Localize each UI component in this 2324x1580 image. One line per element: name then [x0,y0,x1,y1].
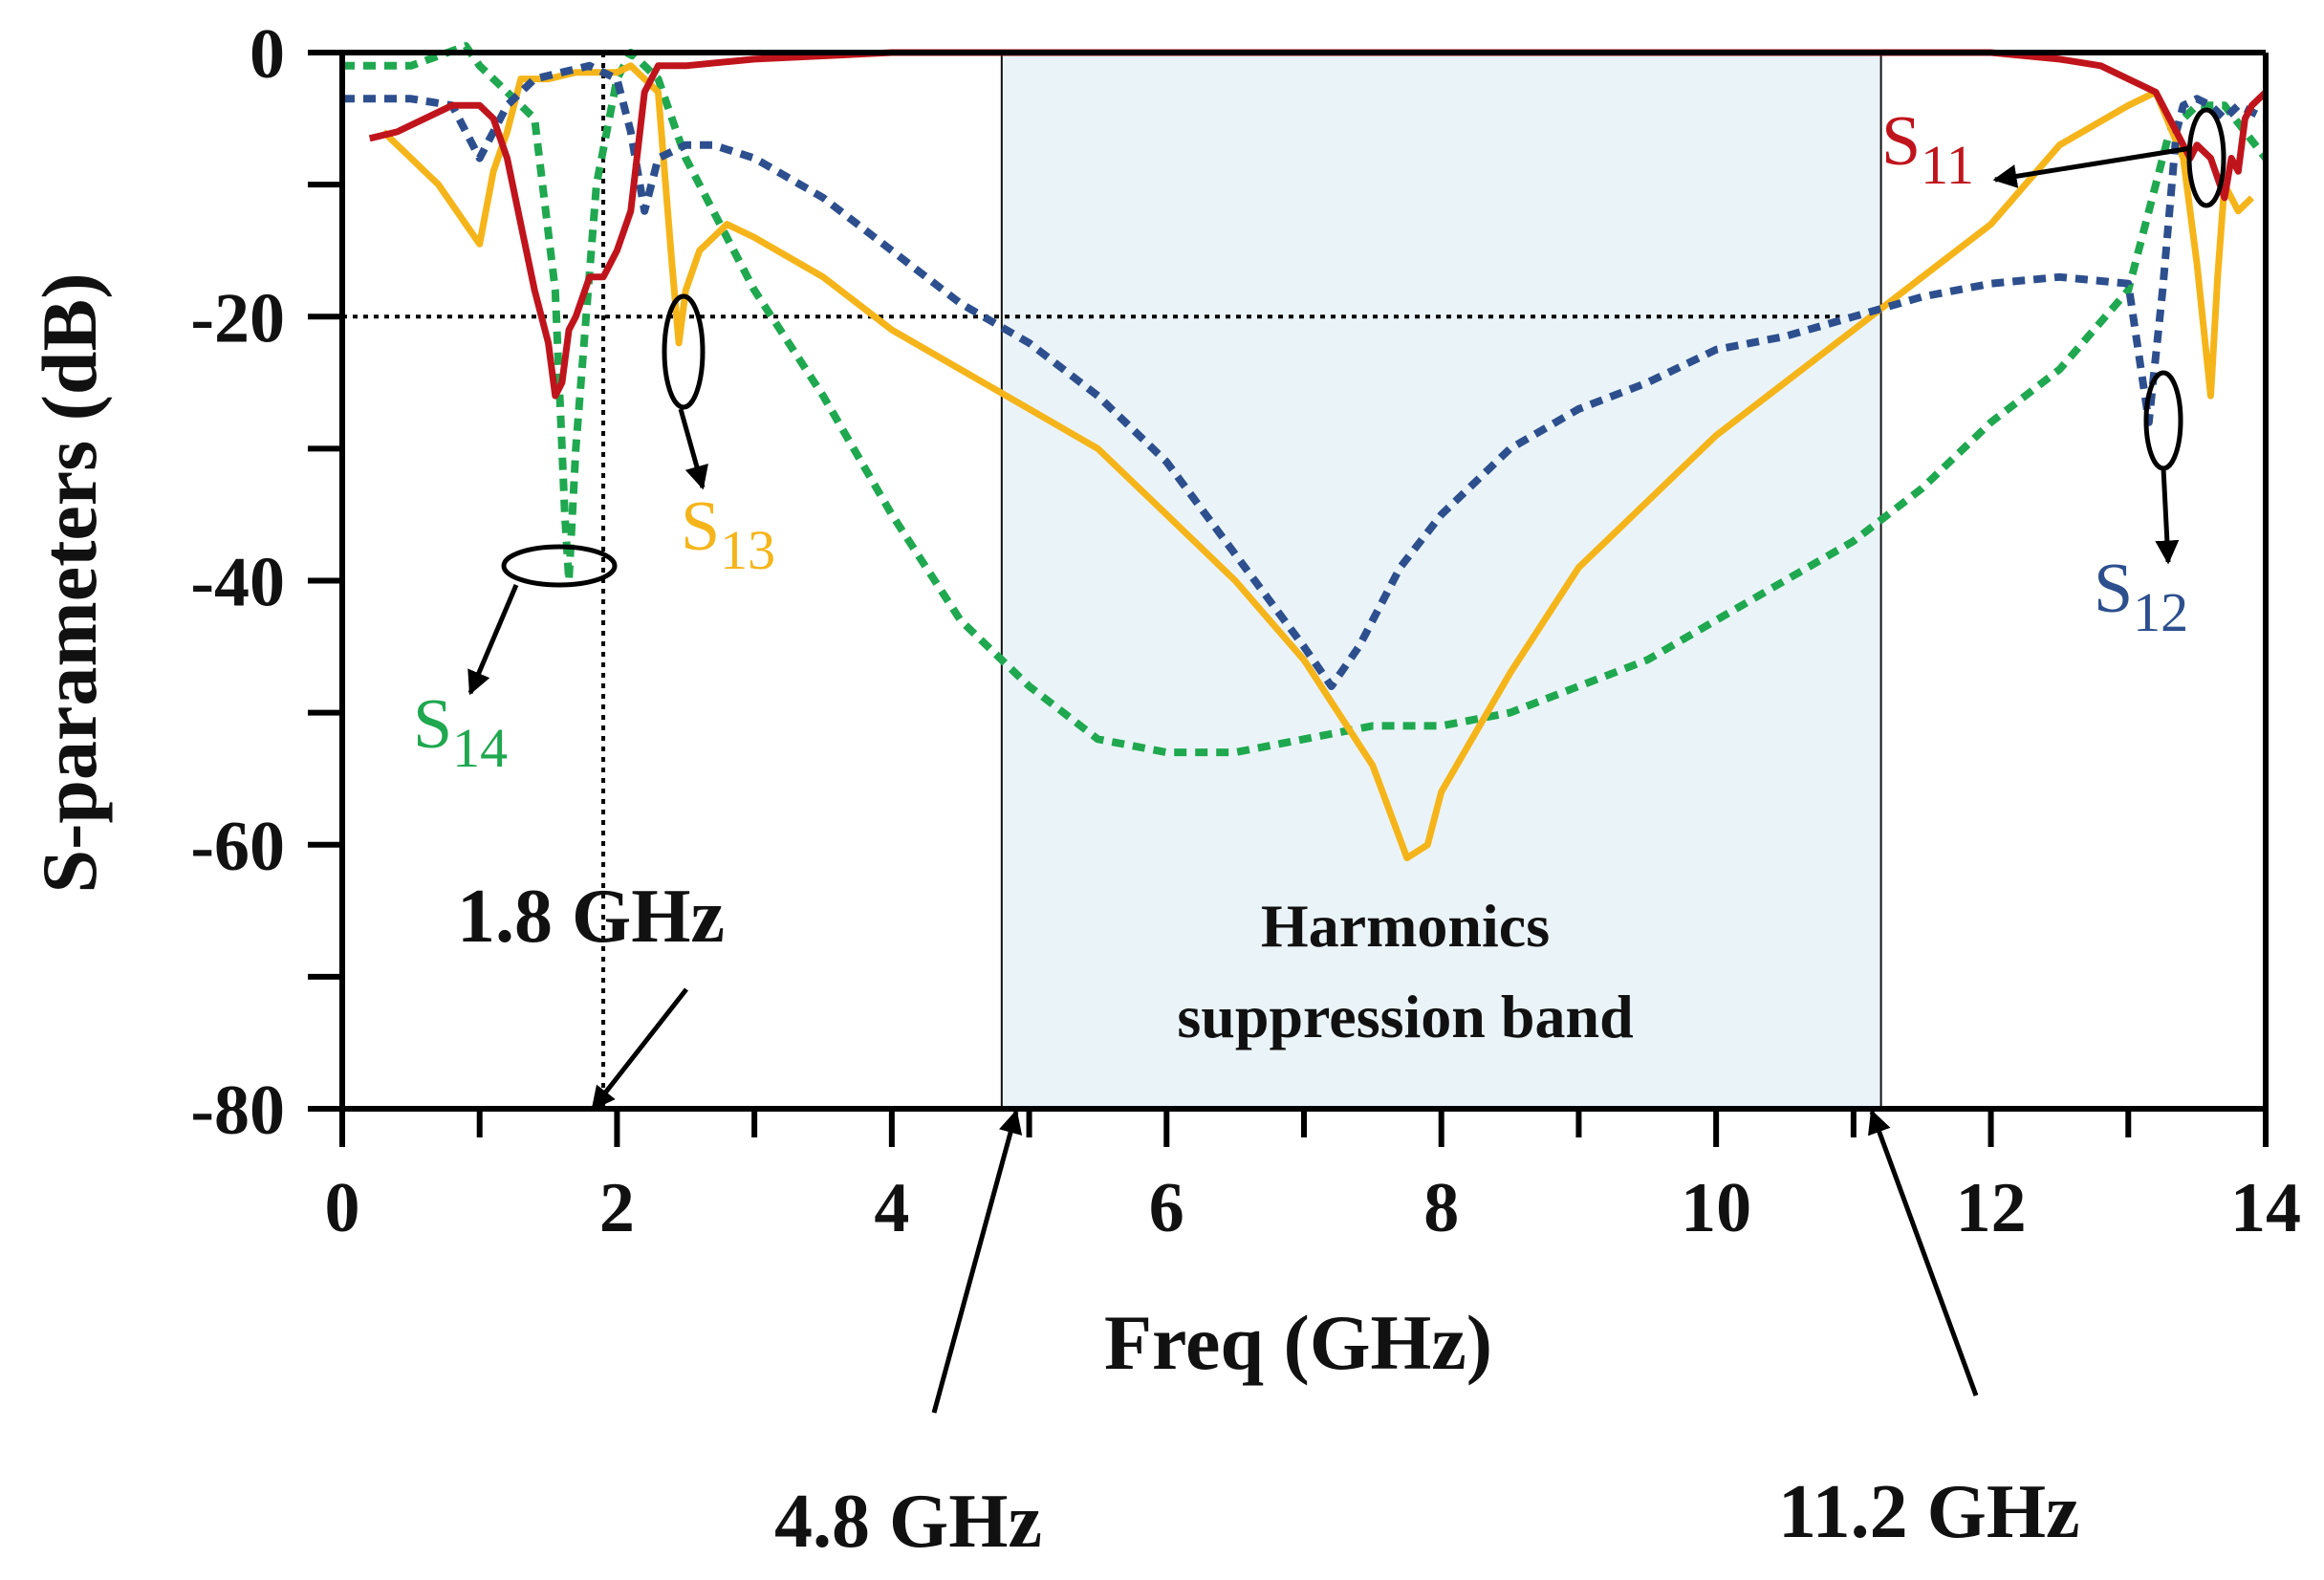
x-tick-label-12: 12 [1956,1169,2027,1247]
series-line-s14 [342,42,2270,757]
series-line-s12 [342,61,2268,690]
annotation-11p2ghz: 11.2 GHz [1778,1470,2080,1554]
annotation-arrows [591,987,1979,1414]
arrow-11p2ghz [1868,1109,1979,1396]
s14-callout-arrow [467,584,519,696]
band-label-line2: suppression band [1177,983,1633,1050]
s11-callout-ellipse [2186,107,2226,208]
x-tick-label-8: 8 [1423,1169,1459,1247]
s12-callout-arrow [2155,467,2180,565]
x-axis-title: Freq (GHz) [1104,1299,1492,1386]
annotation-4p8ghz: 4.8 GHz [774,1480,1042,1564]
y-tick-label--80: -80 [190,1071,285,1150]
y-tick-label--40: -40 [190,544,285,622]
series-layer [342,42,2270,862]
band-label-line1: Harmonics [1261,892,1550,960]
y-tick-label--20: -20 [190,279,285,357]
y-axis-title: S-parameters (dB) [26,272,113,893]
series-label-s11: S11 [1881,102,1974,196]
series-label-s13: S13 [681,487,775,581]
x-tick-label-10: 10 [1681,1169,1751,1247]
series-label-s12: S12 [2094,550,2188,643]
harmonics-suppression-band [1000,52,1882,1110]
s13-callout-arrow [678,408,708,490]
s14-callout-ellipse [501,544,618,588]
s13-callout-ellipse [662,293,706,410]
x-tick-label-14: 14 [2230,1169,2301,1247]
series-callouts [467,107,2226,696]
arrow-1p8ghz [591,987,688,1111]
x-tick-label-2: 2 [599,1169,635,1247]
arrow-4p8ghz [931,1109,1023,1414]
tick-layer: 0 2 4 6 8 10 12 14 0 -20 -40 -60 -80 [190,15,2301,1247]
x-tick-label-6: 6 [1149,1169,1184,1247]
annotation-1p8ghz: 1.8 GHz [457,875,725,959]
x-tick-label-4: 4 [874,1169,909,1247]
y-tick-label--60: -60 [190,808,285,886]
series-label-s14: S14 [413,685,508,779]
x-tick-label-0: 0 [325,1169,360,1247]
y-tick-label-0: 0 [250,15,285,94]
series-line-s11 [368,49,2269,400]
s11-callout-arrow [1992,145,2192,188]
